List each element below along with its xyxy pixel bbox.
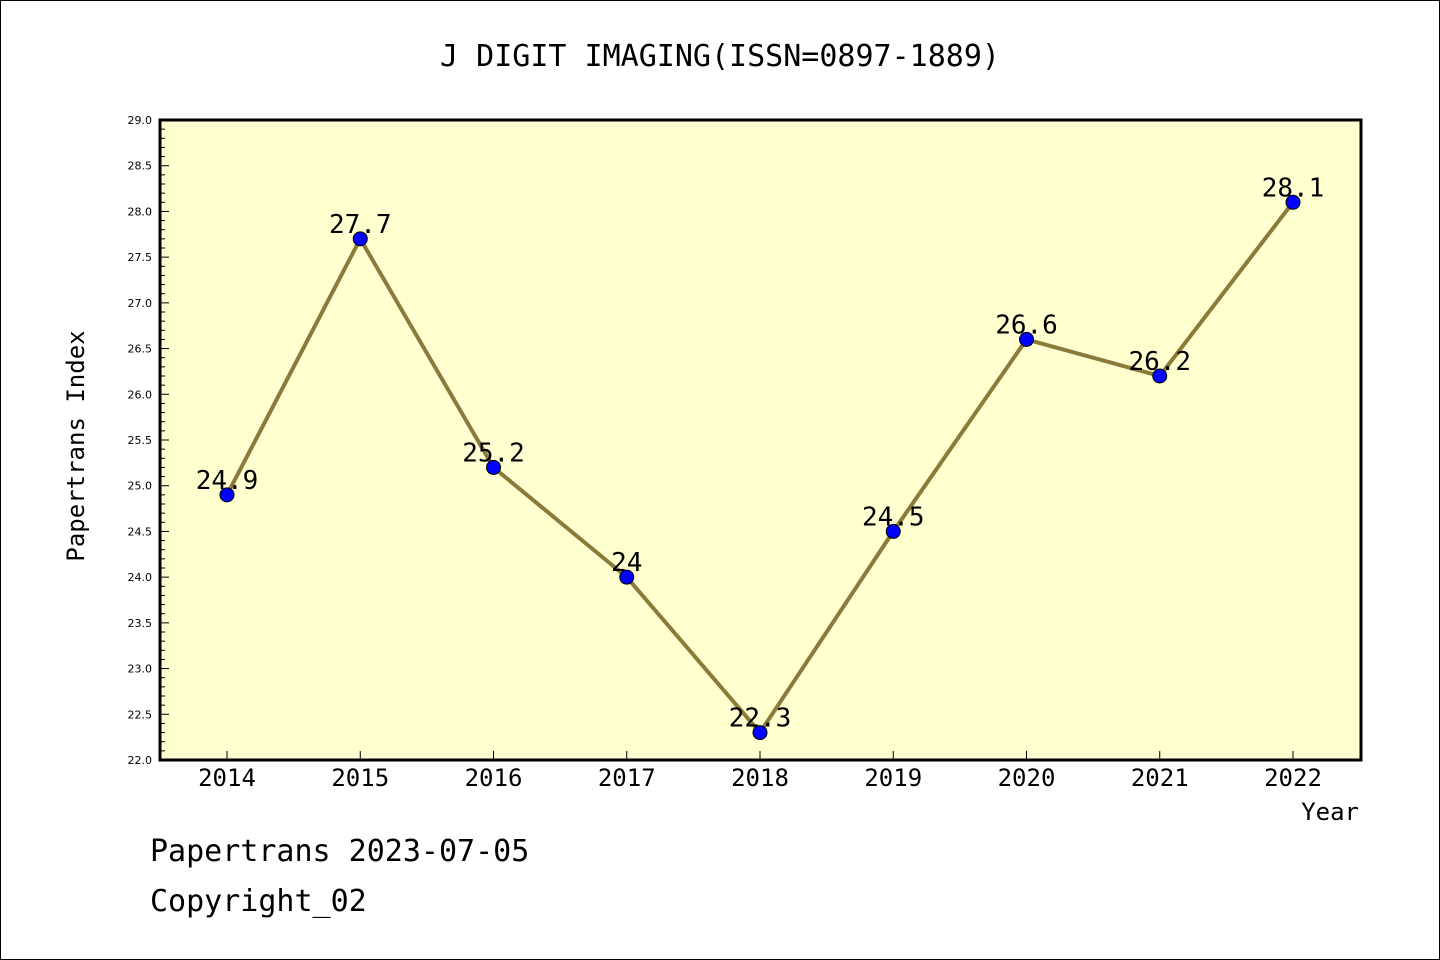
y-tick-label: 23.0 xyxy=(128,663,153,676)
x-tick-label: 2021 xyxy=(1131,764,1189,792)
x-tick-label: 2022 xyxy=(1264,764,1322,792)
data-point xyxy=(352,231,368,247)
data-point xyxy=(219,487,235,503)
y-tick-label: 28.5 xyxy=(128,160,153,173)
data-label: 25.2 xyxy=(462,438,525,468)
x-tick-label: 2014 xyxy=(198,764,256,792)
data-labels: 24.9 27.7 25.2 24 22.3 24.5 26.6 26.2 28.1 xyxy=(196,173,1325,733)
data-point xyxy=(752,725,768,741)
chart-title: J DIGIT IMAGING(ISSN=0897-1889) xyxy=(440,39,1000,74)
data-point xyxy=(619,569,635,585)
y-tick-label: 24.5 xyxy=(128,525,153,538)
data-point xyxy=(486,459,501,475)
data-point xyxy=(1285,194,1301,210)
data-label: 26.2 xyxy=(1128,347,1191,377)
data-points xyxy=(219,194,1301,741)
data-label: 28.1 xyxy=(1262,173,1325,203)
y-tick-label: 24.0 xyxy=(128,571,153,584)
data-label: 24.5 xyxy=(862,502,925,532)
y-tick-label: 27.5 xyxy=(128,251,153,264)
y-tick-label: 28.0 xyxy=(128,205,153,218)
data-label: 24.9 xyxy=(196,466,259,496)
data-label: 27.7 xyxy=(329,210,392,240)
y-tick-label: 26.0 xyxy=(128,388,153,401)
data-label: 26.6 xyxy=(995,310,1058,340)
footer-copyright-text: Copyright_02 xyxy=(150,884,367,919)
plot-area xyxy=(160,120,1361,760)
x-axis: 2014 2015 2016 2017 2018 2019 2020 2021 2022 xyxy=(198,751,1322,792)
data-label: 24 xyxy=(611,548,642,578)
data-point xyxy=(1152,368,1168,384)
y-tick-label: 23.5 xyxy=(128,617,153,630)
x-tick-label: 2020 xyxy=(998,764,1056,792)
x-tick-label: 2017 xyxy=(598,764,656,792)
x-tick-label: 2015 xyxy=(331,764,389,792)
y-axis-label: Papertrans Index xyxy=(62,330,90,561)
y-tick-label: 22.5 xyxy=(128,708,153,721)
data-label: 22.3 xyxy=(729,704,792,734)
y-tick-label: 29.0 xyxy=(128,114,153,127)
x-tick-label: 2019 xyxy=(864,764,922,792)
y-tick-label: 27.0 xyxy=(128,297,153,310)
data-point xyxy=(885,523,901,539)
y-tick-label: 25.0 xyxy=(128,480,153,493)
y-tick-label: 25.5 xyxy=(128,434,153,447)
y-tick-label: 22.0 xyxy=(128,754,153,767)
y-tick-label: 26.5 xyxy=(128,343,153,356)
x-tick-label: 2018 xyxy=(731,764,789,792)
footer-date-text: Papertrans 2023-07-05 xyxy=(150,834,530,869)
plot-border xyxy=(158,118,1363,762)
x-axis-label: Year xyxy=(1301,798,1359,826)
data-point xyxy=(1019,331,1034,347)
x-tick-label: 2016 xyxy=(465,764,523,792)
